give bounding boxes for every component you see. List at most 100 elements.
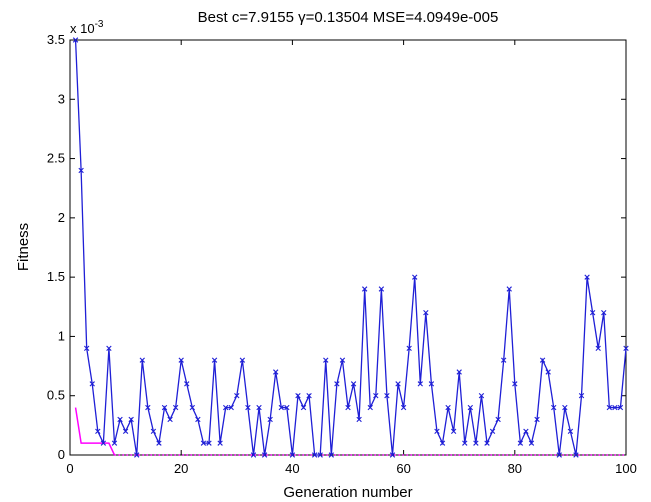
series-1-point xyxy=(273,369,279,375)
series-1-point xyxy=(439,440,446,446)
series-1-point xyxy=(462,440,468,446)
series-1-point xyxy=(567,428,574,434)
series-1-point xyxy=(523,428,529,434)
series-1-point xyxy=(406,345,412,351)
series-1-point xyxy=(250,452,257,458)
series-1-point xyxy=(95,428,101,434)
y-tick-label: 0.5 xyxy=(47,388,65,403)
series-1-point xyxy=(478,393,485,399)
series-1-point xyxy=(161,404,168,411)
series-1-point xyxy=(311,452,318,458)
series-1-point xyxy=(528,440,535,446)
series-1-point xyxy=(234,393,240,399)
series-1-point xyxy=(589,310,596,316)
series-1-point xyxy=(601,310,607,316)
series-1-point xyxy=(328,452,335,458)
series-1-point xyxy=(361,286,368,292)
series-1-point xyxy=(512,381,518,387)
series-1-point xyxy=(623,345,629,351)
series-1-point xyxy=(295,393,301,399)
series-1-point xyxy=(450,428,457,434)
series-1-point xyxy=(72,37,79,43)
series-1-point xyxy=(473,440,479,446)
series-1-point xyxy=(217,440,223,446)
series-1-point xyxy=(117,416,123,423)
series-1-point xyxy=(111,440,118,446)
series-1-point xyxy=(545,369,551,375)
series-1-point xyxy=(339,357,346,363)
series-1-point xyxy=(356,416,362,423)
series-2-line-solid xyxy=(74,407,116,456)
x-tick-label: 60 xyxy=(396,461,410,476)
series-1-point xyxy=(172,404,179,411)
series-1-point xyxy=(423,310,429,316)
series-1-point xyxy=(289,452,296,458)
series-1-point xyxy=(278,404,284,411)
y-exponent-power: -3 xyxy=(95,19,104,30)
series-1-point xyxy=(373,393,379,399)
chart-title: Best c=7.9155 γ=0.13504 MSE=4.0949e-005 xyxy=(198,9,499,26)
series-1-point xyxy=(300,404,307,411)
series-1-point xyxy=(122,428,129,434)
series-1-point xyxy=(428,381,435,387)
series-1-point xyxy=(256,404,262,411)
series-1-point xyxy=(445,404,451,411)
series-1-point xyxy=(434,428,440,434)
series-1-point xyxy=(556,452,562,458)
series-1-point xyxy=(139,357,145,363)
series-1-point xyxy=(595,345,601,351)
y-tick-label: 1 xyxy=(58,328,65,343)
series-1-point xyxy=(150,428,157,434)
series-1-line xyxy=(74,39,627,456)
series-1-point xyxy=(106,345,112,351)
series-1-point xyxy=(378,286,385,292)
series-1-point xyxy=(539,357,546,363)
x-tick-label: 100 xyxy=(615,461,637,476)
series-1-point xyxy=(317,452,323,458)
series-1-point xyxy=(195,416,201,423)
series-1-point xyxy=(534,416,540,423)
series-1-point xyxy=(345,404,351,411)
series-1-point xyxy=(617,404,624,411)
series-layer xyxy=(72,37,629,458)
axis-ticks: 0 20 40 60 80 100 0 0.5 1 1.5 2 2.5 3 3.5 xyxy=(47,32,637,476)
series-1-point xyxy=(261,452,268,458)
series-1-point xyxy=(467,404,474,411)
series-1-point xyxy=(78,167,84,174)
series-1-point xyxy=(384,393,390,399)
series-1-point xyxy=(551,404,557,411)
series-1-point xyxy=(562,404,568,411)
series-1-point xyxy=(400,404,407,411)
y-tick-label: 2 xyxy=(58,210,65,225)
series-1-point xyxy=(500,357,507,363)
series-1-point xyxy=(211,357,218,363)
series-1-point xyxy=(100,440,107,446)
series-1-point xyxy=(456,369,462,375)
series-1-point xyxy=(222,404,229,411)
series-1-point xyxy=(178,357,184,363)
series-1-point xyxy=(573,452,579,458)
series-1-point xyxy=(584,274,590,280)
series-1-point xyxy=(184,381,190,387)
series-1-point xyxy=(417,381,423,387)
x-tick-label: 0 xyxy=(66,461,73,476)
series-1-point xyxy=(267,416,273,423)
series-1-point xyxy=(145,404,151,411)
series-1-point xyxy=(156,440,162,446)
series-1-point xyxy=(484,440,490,446)
series-1-point xyxy=(134,452,140,458)
series-1-point xyxy=(506,286,512,292)
series-1-point xyxy=(306,393,312,399)
x-axis-title: Generation number xyxy=(283,484,412,501)
series-1-point xyxy=(578,393,585,399)
y-tick-label: 0 xyxy=(58,447,65,462)
series-1-point xyxy=(89,381,95,387)
y-tick-label: 1.5 xyxy=(47,269,65,284)
series-1-point xyxy=(606,404,613,411)
series-1-point xyxy=(245,404,251,411)
series-1-point xyxy=(334,381,340,387)
series-1-point xyxy=(189,404,196,411)
series-1-point xyxy=(350,381,357,387)
series-1-point xyxy=(395,381,401,387)
